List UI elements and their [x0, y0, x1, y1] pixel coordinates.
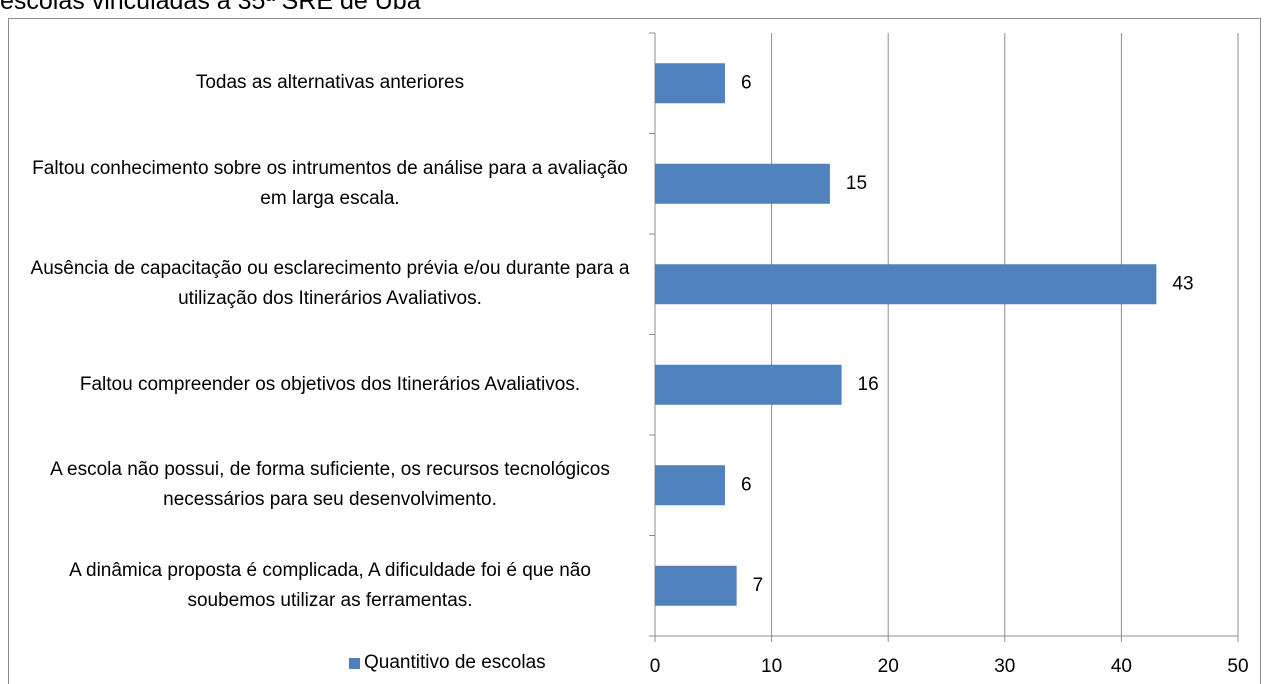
legend-key	[349, 657, 360, 669]
y-tick-label: A escola não possui, de forma suficiente…	[50, 459, 610, 511]
legend: Quantitivo de escolas	[349, 652, 546, 674]
y-tick-label: Faltou compreender os objetivos dos Itin…	[79, 373, 581, 395]
x-tick-label: 50	[1227, 656, 1248, 677]
x-tick-label: 20	[878, 656, 899, 677]
y-tick-label: Todas as alternativas anteriores	[195, 72, 465, 94]
x-tick-label: 10	[761, 656, 782, 677]
x-tick-label: 0	[650, 656, 661, 677]
bar	[655, 63, 725, 104]
legend-label: Quantitivo de escolas	[364, 652, 546, 673]
data-label: 7	[753, 575, 764, 596]
y-tick-label: A dinâmica proposta é complicada, A difi…	[69, 559, 591, 611]
chart-frame	[8, 18, 1261, 684]
bar	[655, 264, 1157, 305]
data-label: 43	[1172, 273, 1193, 294]
x-tick-label: 30	[994, 656, 1015, 677]
data-label: 15	[846, 173, 867, 194]
y-tick-label: Faltou conhecimento sobre os intrumentos…	[32, 157, 628, 209]
data-label: 6	[741, 474, 752, 495]
bar	[655, 465, 725, 506]
x-tick-label: 40	[1111, 656, 1132, 677]
data-label: 16	[858, 374, 879, 395]
bar	[655, 163, 830, 204]
bar	[655, 364, 842, 405]
chart-title: escolas vinculadas à 35ª SRE de Ubá	[0, 0, 421, 15]
y-tick-label: Ausência de capacitação ou esclareciment…	[30, 258, 630, 310]
bar	[655, 565, 737, 606]
data-label: 6	[741, 72, 752, 93]
